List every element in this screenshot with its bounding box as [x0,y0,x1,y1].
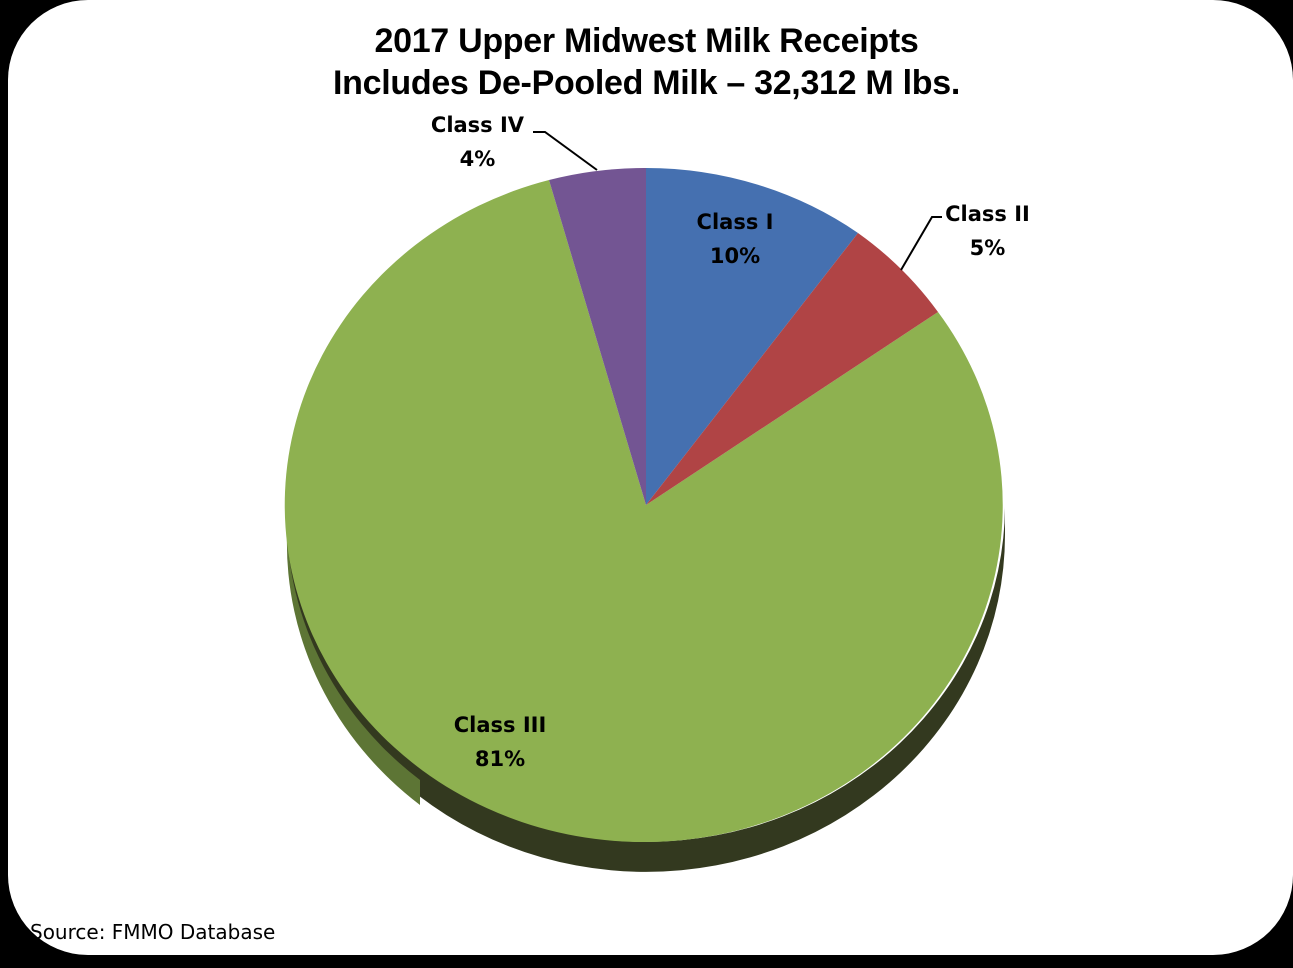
chart-title: 2017 Upper Midwest Milk Receipts [374,22,919,60]
slice-class-iv [549,167,646,505]
label-class-iv: Class IV 4% [430,113,525,171]
slice-class-i [646,168,858,505]
slice-class-ii [646,233,938,505]
pie-side-edge-left [286,505,420,805]
chart-subtitle: Includes De-Pooled Milk – 32,312 M lbs. [333,64,960,102]
leader-line-class-iv [533,131,598,171]
leader-line-class-ii [900,216,942,271]
label-class-ii: Class II 5% [945,202,1030,260]
slice-class-iii [284,180,1003,843]
label-class-i: Class I 10% [696,210,774,268]
label-class-iii: Class III 81% [453,713,547,771]
source-note: Source: FMMO Database [30,920,276,944]
